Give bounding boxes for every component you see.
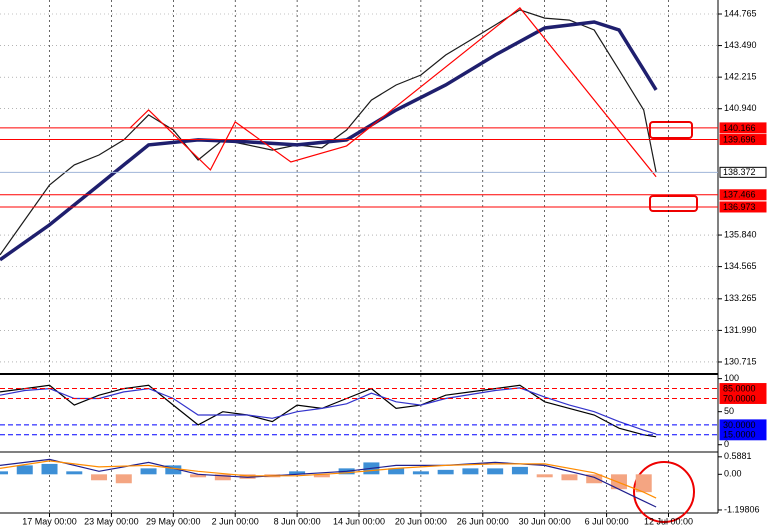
histogram-bar	[586, 474, 603, 484]
histogram-bar	[289, 471, 306, 475]
y-tick-label: 133.265	[724, 293, 757, 303]
level-label: 85.0000	[723, 383, 756, 393]
x-tick-label: 17 May 00:00	[22, 516, 77, 526]
x-tick-label: 29 May 00:00	[146, 516, 201, 526]
histogram-bar	[511, 466, 528, 475]
x-tick-label: 6 Jul 00:00	[585, 516, 629, 526]
histogram-bar	[635, 474, 652, 493]
y-tick-label: 142.215	[724, 72, 757, 82]
level-label: 15.0000	[723, 430, 756, 440]
y-tick-label: 100	[724, 373, 739, 383]
y-tick-label: 0	[724, 439, 729, 449]
histogram-bar	[412, 471, 429, 475]
histogram-bar	[536, 474, 553, 478]
x-tick-label: 30 Jun 00:00	[519, 516, 571, 526]
histogram-bar	[437, 469, 454, 475]
x-tick-label: 23 May 00:00	[84, 516, 139, 526]
histogram-bar	[140, 468, 157, 475]
level-label: 70.0000	[723, 393, 756, 403]
x-tick-label: 26 Jun 00:00	[457, 516, 509, 526]
histogram-bar	[313, 474, 330, 478]
series-line	[0, 460, 657, 499]
annotation-circle	[633, 461, 695, 523]
histogram-bar	[388, 468, 405, 475]
histogram-bar	[462, 468, 479, 475]
y-tick-label: 0.5881	[724, 451, 752, 461]
level-tag	[719, 166, 767, 178]
level-tag	[719, 201, 767, 213]
y-tick-label: 50	[724, 406, 734, 416]
annotation-box	[649, 195, 698, 212]
y-tick-label: 130.715	[724, 356, 757, 366]
series-line	[0, 458, 657, 508]
x-tick-label: 12 Jul 00:00	[644, 516, 693, 526]
histogram-bar	[165, 465, 182, 475]
x-tick-label: 8 Jun 00:00	[274, 516, 321, 526]
y-tick-label: 135.840	[724, 229, 757, 239]
y-tick-label: 144.765	[724, 8, 757, 18]
histogram-bar	[190, 474, 207, 478]
series-line	[0, 384, 657, 438]
histogram-bar	[41, 463, 58, 475]
level-label: 136.973	[723, 202, 756, 212]
level-tag	[719, 429, 767, 441]
level-label: 137.466	[723, 190, 756, 200]
level-label: 30.0000	[723, 420, 756, 430]
level-tag	[719, 122, 767, 134]
level-tag	[719, 189, 767, 201]
y-tick-label: 0.00	[724, 469, 742, 479]
x-tick-label: 14 Jun 00:00	[333, 516, 385, 526]
level-label: 139.696	[723, 134, 756, 144]
histogram-bar	[0, 471, 8, 475]
histogram-bar	[115, 474, 132, 484]
histogram-bar	[91, 474, 108, 481]
histogram-bar	[610, 474, 627, 490]
level-tag	[719, 392, 767, 404]
y-tick-label: 134.565	[724, 261, 757, 271]
x-tick-label: 20 Jun 00:00	[395, 516, 447, 526]
histogram-bar	[561, 474, 578, 481]
series-line	[0, 9, 657, 256]
y-tick-label: 143.490	[724, 40, 757, 50]
annotation-box	[649, 121, 693, 139]
level-tag	[719, 134, 767, 146]
y-tick-label: 140.940	[724, 103, 757, 113]
level-label: 138.372	[723, 167, 756, 177]
y-tick-label: -1.19806	[724, 504, 760, 514]
histogram-bar	[16, 465, 33, 475]
y-tick-label: 131.990	[724, 325, 757, 335]
histogram-bar	[487, 468, 504, 475]
histogram-bar	[66, 471, 83, 475]
series-line	[129, 7, 657, 178]
series-line	[0, 20, 658, 262]
x-tick-label: 2 Jun 00:00	[212, 516, 259, 526]
series-line	[0, 387, 657, 435]
level-label: 140.166	[723, 123, 756, 133]
histogram-bar	[214, 474, 231, 481]
histogram-bar	[239, 474, 256, 479]
